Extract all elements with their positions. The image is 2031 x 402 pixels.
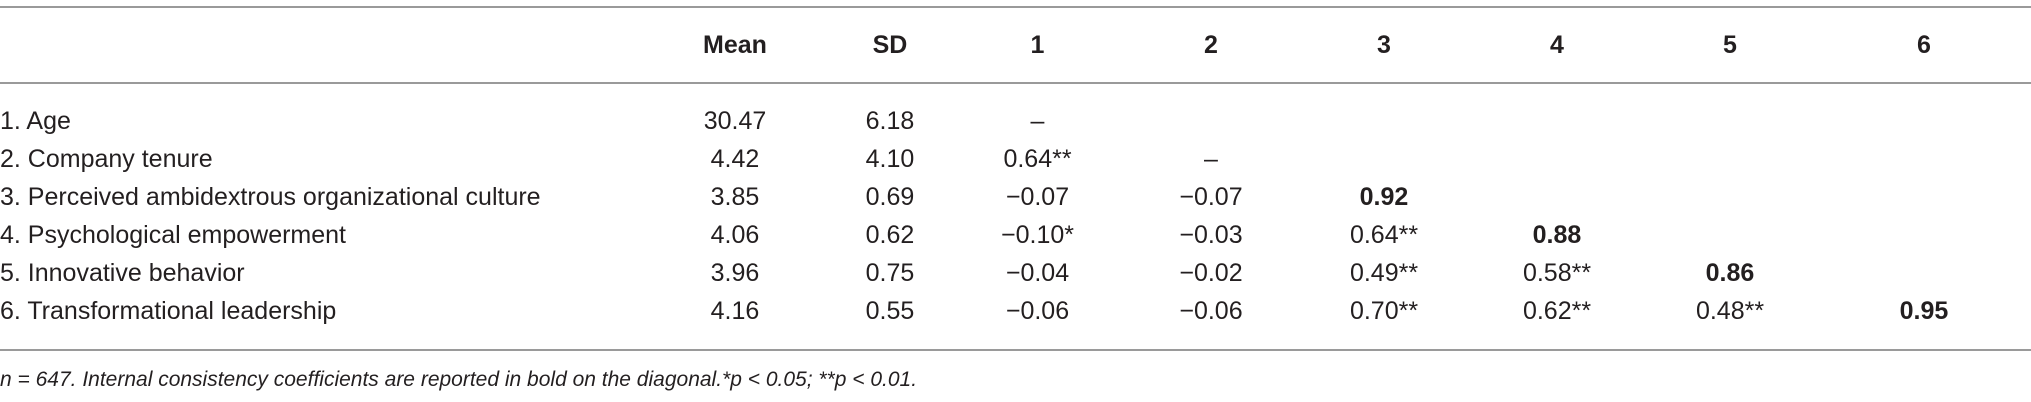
cell-col-4 (1471, 178, 1643, 216)
table-row: 3. Perceived ambidextrous organizational… (0, 178, 2031, 216)
cell-col-5: 0.48** (1695, 296, 1765, 325)
cell-col-5 (1643, 216, 1817, 254)
cell-mean: 3.96 (710, 258, 760, 287)
cell-col-4: 0.62** (1522, 296, 1592, 325)
cell-col-2: – (1204, 144, 1218, 173)
cell-col-3-diagonal: 0.92 (1359, 182, 1409, 211)
cell-sd: 6.18 (865, 106, 915, 135)
header-col-6: 6 (1917, 30, 1931, 59)
table-bottom-rule (0, 349, 2031, 351)
row-label: 6. Transformational leadership (0, 296, 337, 325)
row-label: 2. Company tenure (0, 144, 213, 173)
cell-sd: 0.55 (865, 296, 915, 325)
cell-col-5 (1643, 82, 1817, 140)
table-row: 6. Transformational leadership 4.16 0.55… (0, 292, 2031, 330)
header-variable (0, 8, 640, 82)
cell-col-2 (1125, 82, 1297, 140)
table-row: 1. Age 30.47 6.18 – (0, 82, 2031, 140)
cell-col-6 (1817, 140, 2031, 178)
cell-col-5-diagonal: 0.86 (1705, 258, 1755, 287)
cell-col-2: −0.03 (1179, 220, 1243, 249)
cell-sd: 0.62 (865, 220, 915, 249)
cell-col-1: −0.07 (1005, 182, 1070, 211)
table-header-row: Mean SD 1 2 3 4 5 6 (0, 8, 2031, 82)
cell-col-3 (1297, 82, 1471, 140)
cell-col-6-diagonal: 0.95 (1899, 296, 1949, 325)
cell-sd: 4.10 (865, 144, 915, 173)
header-mean: Mean (703, 30, 767, 59)
cell-col-1: −0.06 (1005, 296, 1070, 325)
cell-mean: 30.47 (703, 106, 767, 135)
header-col-4: 4 (1550, 30, 1564, 59)
cell-sd: 0.69 (865, 182, 915, 211)
cell-sd: 0.75 (865, 258, 915, 287)
table-row: 5. Innovative behavior 3.96 0.75 −0.04 −… (0, 254, 2031, 292)
cell-col-1: 0.64** (1003, 144, 1072, 173)
cell-col-6 (1817, 254, 2031, 292)
cell-mean: 4.42 (710, 144, 760, 173)
table-row: 2. Company tenure 4.42 4.10 0.64** – (0, 140, 2031, 178)
cell-col-2: −0.06 (1179, 296, 1243, 325)
cell-col-4: 0.58** (1522, 258, 1592, 287)
cell-col-1: −0.10* (1001, 220, 1074, 249)
cell-col-4 (1471, 82, 1643, 140)
cell-mean: 4.16 (710, 296, 760, 325)
row-label: 4. Psychological empowerment (0, 220, 346, 249)
row-label: 1. Age (0, 106, 71, 135)
row-label: 5. Innovative behavior (0, 258, 245, 287)
header-col-2: 2 (1204, 30, 1218, 59)
cell-col-1: – (1030, 106, 1045, 135)
correlation-table: Mean SD 1 2 3 4 5 6 1. Age 30.47 6.18 – (0, 8, 2031, 330)
table-row: 4. Psychological empowerment 4.06 0.62 −… (0, 216, 2031, 254)
cell-col-3: 0.64** (1349, 220, 1419, 249)
cell-col-6 (1817, 216, 2031, 254)
cell-col-6 (1817, 178, 2031, 216)
cell-col-2: −0.02 (1179, 258, 1243, 287)
header-col-1: 1 (1030, 30, 1045, 59)
cell-col-4-diagonal: 0.88 (1532, 220, 1582, 249)
header-col-5: 5 (1723, 30, 1737, 59)
cell-col-3: 0.70** (1349, 296, 1419, 325)
cell-col-5 (1643, 140, 1817, 178)
header-sd: SD (872, 30, 908, 59)
cell-mean: 4.06 (710, 220, 760, 249)
cell-col-2: −0.07 (1179, 182, 1243, 211)
cell-col-3: 0.49** (1349, 258, 1419, 287)
cell-col-1: −0.04 (1005, 258, 1070, 287)
table-footnote: n = 647. Internal consistency coefficien… (0, 368, 918, 391)
cell-col-5 (1643, 178, 1817, 216)
cell-col-6 (1817, 82, 2031, 140)
cell-col-4 (1471, 140, 1643, 178)
header-col-3: 3 (1377, 30, 1391, 59)
table-header-rule (0, 82, 2031, 84)
row-label: 3. Perceived ambidextrous organizational… (0, 182, 541, 211)
cell-col-3 (1297, 140, 1471, 178)
cell-mean: 3.85 (710, 182, 760, 211)
table-top-rule (0, 6, 2031, 8)
